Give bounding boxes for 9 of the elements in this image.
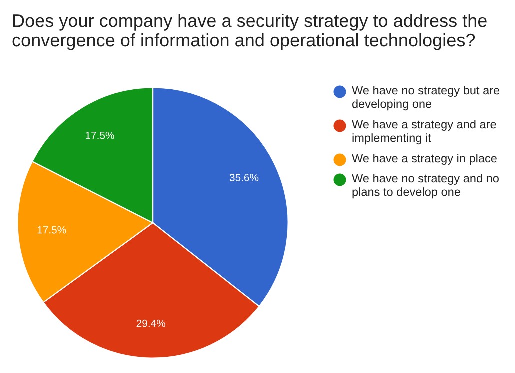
- data-label: 17.5%: [38, 226, 66, 234]
- legend-label: We have a strategy and are implementing it: [352, 120, 496, 145]
- data-label: 35.6%: [230, 174, 259, 182]
- chart-title: Does your company have a security strategy to address the convergence of information and operational technologies?: [12, 14, 487, 50]
- legend-label: We have a strategy in place: [352, 154, 497, 166]
- data-label: 29.4%: [136, 320, 166, 328]
- data-label: 17.5%: [86, 132, 114, 140]
- legend-label: We have no strategy and no plans to develop one: [352, 174, 499, 199]
- legend-label: We have no strategy but are developing one: [352, 86, 500, 111]
